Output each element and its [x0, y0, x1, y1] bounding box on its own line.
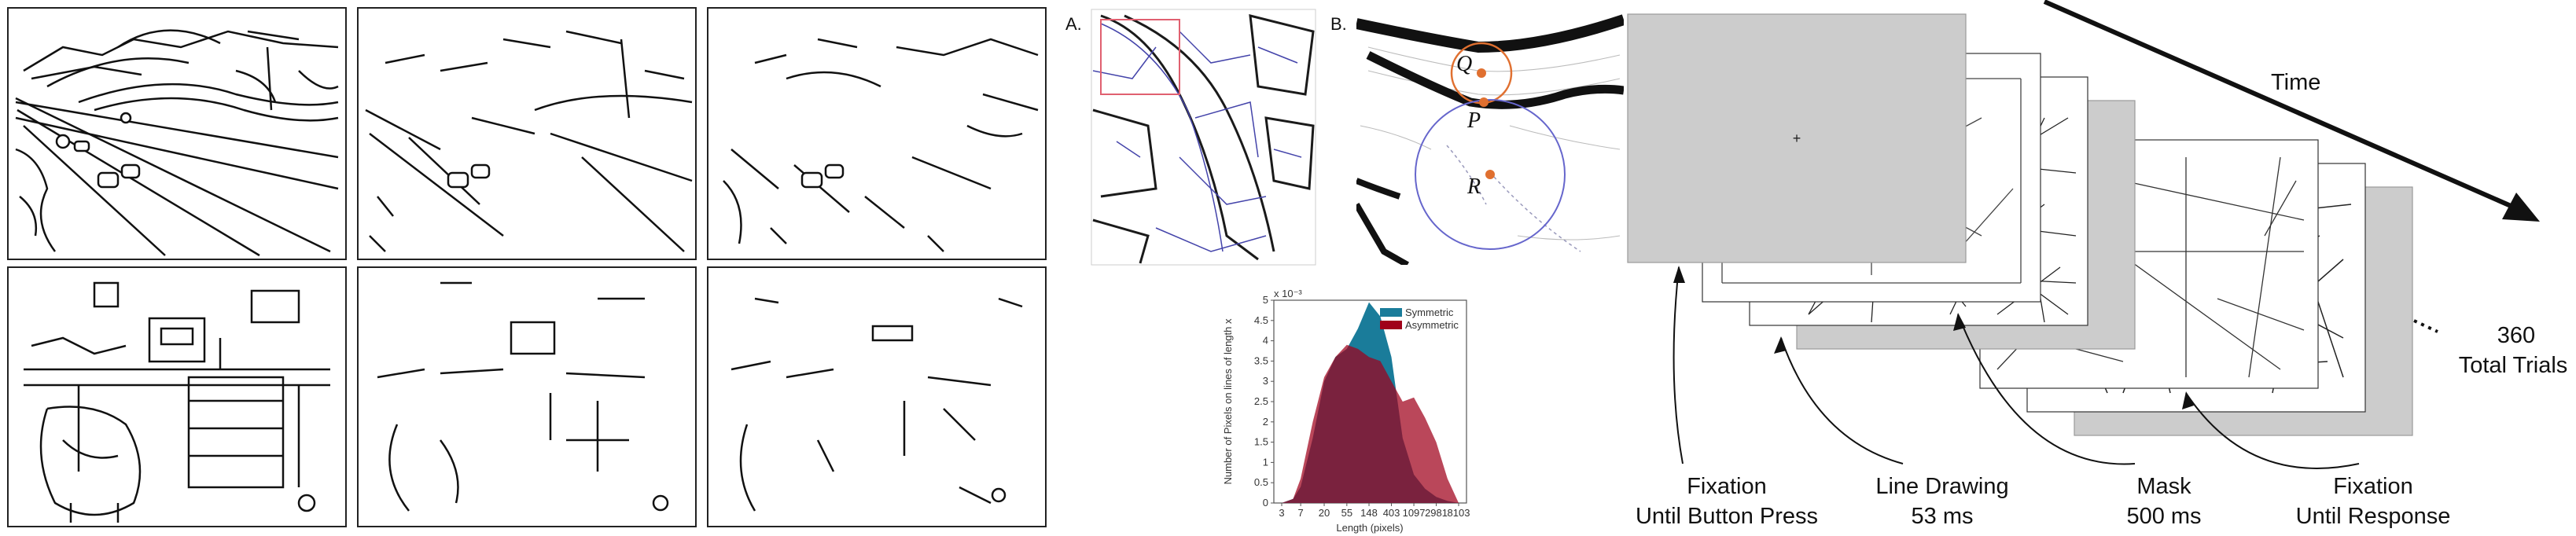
y-axis-ticks: 0 0.5 1 1.5 2 2.5 3 3.5 4 4.5 5 [1254, 294, 1274, 508]
x-tick-label: 3 [1279, 507, 1284, 519]
panel-b-label: B. [1330, 14, 1347, 34]
y-tick-label: 1 [1263, 456, 1268, 468]
time-label: Time [2271, 70, 2320, 95]
legend-label-asymmetric: Asymmetric [1405, 319, 1459, 331]
total-trials: 360 Total Trials [2413, 319, 2568, 378]
y-tick-label: 3.5 [1254, 354, 1268, 366]
stage-4-name: Fixation [2333, 474, 2413, 499]
stage-1-name: Fixation [1687, 474, 1767, 499]
trials-label: Total Trials [2459, 353, 2568, 378]
panel-b-zoom-detail: Q P R [1356, 9, 1624, 265]
panel-a-label: A. [1065, 14, 1082, 34]
y-axis-exponent: x 10⁻³ [1274, 288, 1302, 299]
office-full-drawing [7, 266, 347, 527]
x-tick-label: 403 [1383, 507, 1400, 519]
office-sparse-drawing [357, 266, 697, 527]
x-axis-label: Length (pixels) [1336, 522, 1403, 534]
stage-3-detail: 500 ms [2126, 504, 2201, 529]
y-tick-label: 2.5 [1254, 395, 1268, 407]
point-q-label: Q [1456, 52, 1472, 76]
y-tick-label: 1.5 [1254, 436, 1268, 448]
chart-series-areas [1282, 302, 1459, 503]
highway-fragmented-drawing [707, 7, 1047, 260]
legend-swatch-symmetric [1380, 308, 1402, 317]
point-p-label: P [1466, 108, 1481, 133]
scene-grid [7, 7, 1047, 527]
x-tick-label: 55 [1341, 507, 1352, 519]
stage-2-detail: 53 ms [1912, 504, 1974, 529]
y-tick-label: 0.5 [1254, 476, 1268, 488]
x-tick-label: 7 [1298, 507, 1304, 519]
office-fragmented-drawing [707, 266, 1047, 527]
stage-3-name: Mask [2136, 474, 2191, 499]
y-tick-label: 0 [1263, 497, 1268, 508]
length-distribution-chart: x 10⁻³ 3 7 20 55 148 403 1097 2981 8103 0 0.5 1 1.5… [1222, 288, 1470, 534]
panel-a-medial-axis [1091, 9, 1316, 266]
y-tick-label: 4 [1263, 335, 1268, 347]
stage-1-detail: Until Button Press [1636, 504, 1818, 529]
fixation-cross: + [1793, 130, 1801, 146]
y-axis-label: Number of Pixels on lines of length x [1222, 318, 1234, 484]
stage-2-name: Line Drawing [1875, 474, 2008, 499]
point-p [1479, 97, 1489, 107]
x-axis-ticks: 3 7 20 55 148 403 1097 2981 8103 [1279, 503, 1470, 519]
stage-callouts: Fixation Until Button Press Line Drawing… [1636, 266, 2450, 529]
trial-screens: + [1627, 13, 2413, 436]
series-area-asymmetric [1282, 344, 1459, 503]
x-tick-label: 20 [1319, 507, 1330, 519]
stage-4-detail: Until Response [2296, 504, 2451, 529]
y-tick-label: 2 [1263, 416, 1268, 428]
y-tick-label: 3 [1263, 375, 1268, 387]
legend-label-symmetric: Symmetric [1405, 307, 1454, 318]
y-tick-label: 4.5 [1254, 314, 1268, 326]
legend-swatch-asymmetric [1380, 321, 1402, 329]
trials-count: 360 [2497, 323, 2535, 348]
point-r-label: R [1466, 174, 1481, 199]
x-tick-label: 148 [1360, 507, 1378, 519]
highway-sparse-drawing [357, 7, 697, 260]
screen-fixation-button: + [1627, 13, 1967, 263]
x-tick-label: 1097 [1403, 507, 1426, 519]
point-r [1485, 170, 1495, 179]
x-tick-label: 8103 [1448, 507, 1470, 519]
time-arrow: Time [2043, 0, 2540, 222]
highway-full-drawing [7, 7, 347, 260]
y-tick-label: 5 [1263, 294, 1268, 306]
x-tick-label: 2981 [1425, 507, 1448, 519]
point-q [1477, 68, 1486, 78]
